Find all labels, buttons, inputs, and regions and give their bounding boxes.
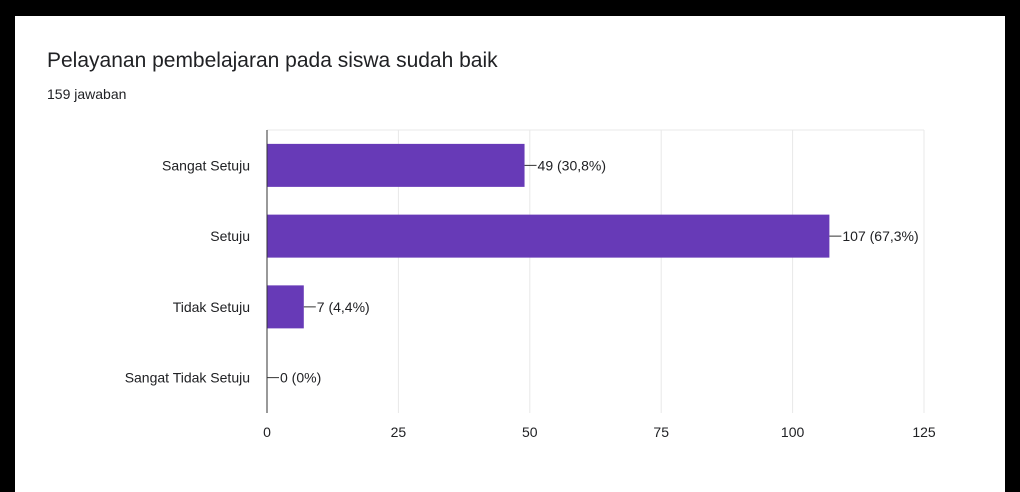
bar bbox=[267, 143, 525, 187]
x-tick-label: 50 bbox=[522, 424, 538, 440]
bar-chart: 0 25 50 75 100 125 Sangat Setuju 49 (30,8%) Setu… bbox=[125, 129, 936, 440]
x-tick-label: 75 bbox=[653, 424, 669, 440]
category-label: Tidak Setuju bbox=[173, 299, 250, 315]
x-tick-label: 125 bbox=[912, 424, 936, 440]
data-label: 107 (67,3%) bbox=[842, 228, 918, 244]
bar bbox=[267, 285, 304, 329]
category-label: Setuju bbox=[210, 228, 250, 244]
data-label: 49 (30,8%) bbox=[538, 157, 606, 173]
data-label: 7 (4,4%) bbox=[317, 299, 370, 315]
data-label: 0 (0%) bbox=[280, 370, 321, 386]
bar bbox=[267, 214, 830, 258]
x-tick-label: 100 bbox=[781, 424, 805, 440]
chart-card: Pelayanan pembelajaran pada siswa sudah … bbox=[15, 16, 1005, 492]
response-count: 159 jawaban bbox=[47, 86, 127, 102]
x-tick-label: 0 bbox=[263, 424, 271, 440]
x-tick-label: 25 bbox=[391, 424, 407, 440]
category-label: Sangat Tidak Setuju bbox=[125, 370, 250, 386]
chart-title: Pelayanan pembelajaran pada siswa sudah … bbox=[47, 49, 498, 72]
category-label: Sangat Setuju bbox=[162, 157, 250, 173]
